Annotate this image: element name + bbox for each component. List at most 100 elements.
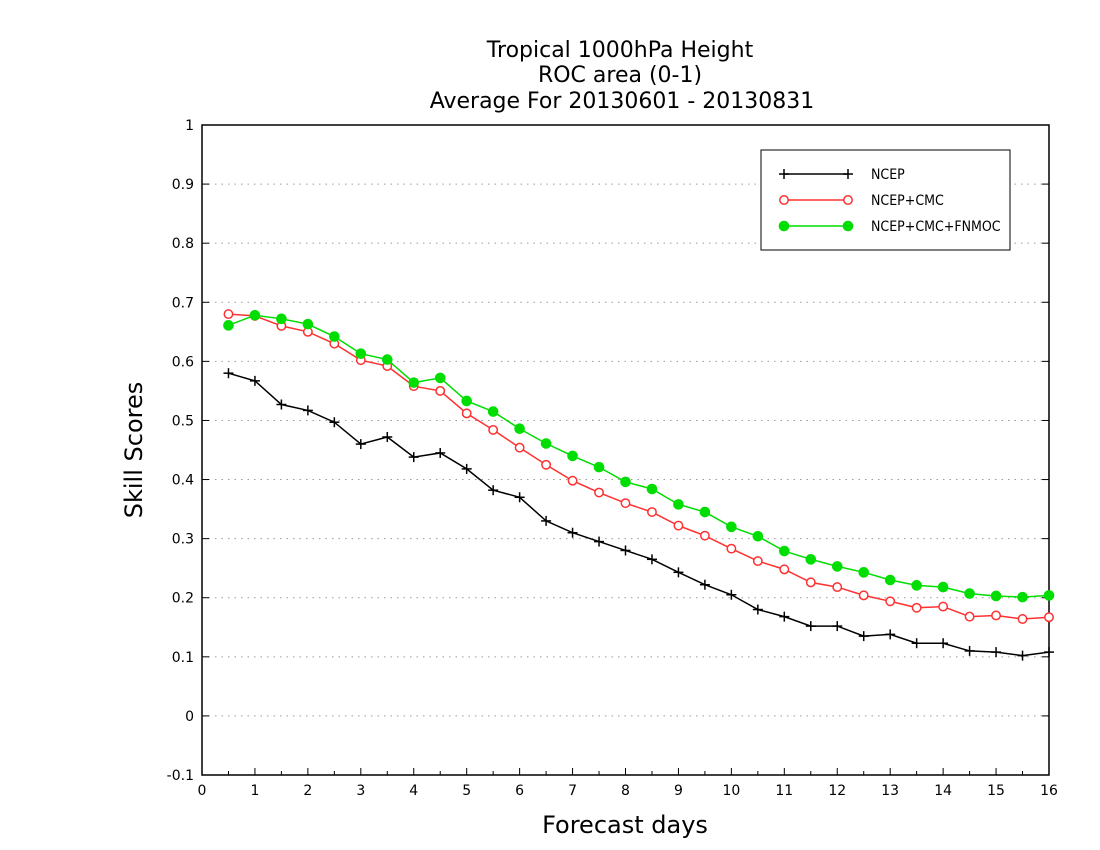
- x-tick-label: 0: [198, 783, 207, 799]
- x-tick-label: 1: [250, 783, 259, 799]
- data-point-ncep-cmc: [435, 385, 446, 396]
- x-tick-label: 7: [568, 783, 577, 799]
- data-point-ncep-cmc-fnmoc: [567, 450, 578, 462]
- series-line-ncep: [228, 372, 1050, 657]
- y-tick-label: 0.7: [172, 295, 194, 311]
- data-point-ncep: [964, 645, 975, 656]
- data-point-ncep: [938, 638, 949, 649]
- chart-title-line-3: Average For 20130601 - 20130831: [430, 89, 815, 114]
- y-tick-label: 0.4: [172, 473, 194, 489]
- data-point-ncep-cmc-fnmoc: [779, 545, 790, 557]
- data-point-ncep-cmc: [514, 442, 525, 453]
- data-point-ncep-cmc-fnmoc: [408, 377, 420, 388]
- data-point-ncep: [249, 375, 260, 386]
- data-point-ncep-cmc-fnmoc: [514, 423, 525, 435]
- data-point-ncep: [858, 631, 869, 642]
- data-point-ncep-cmc: [726, 543, 737, 554]
- data-point-ncep: [646, 554, 657, 565]
- data-point-ncep: [223, 368, 234, 379]
- data-point-ncep-cmc-fnmoc: [805, 554, 817, 565]
- data-point-ncep-cmc-fnmoc: [1017, 591, 1028, 603]
- data-point-ncep-cmc: [541, 459, 552, 470]
- tick-layer: -0.100.10.20.30.40.50.60.70.80.910 1 2 3 4 5 6…: [167, 118, 1058, 799]
- y-tick-label: 0.8: [172, 236, 194, 252]
- data-point-ncep-cmc: [699, 530, 710, 541]
- data-point-ncep-cmc: [805, 577, 816, 588]
- data-point-ncep-cmc: [647, 507, 657, 517]
- data-point-ncep-cmc-fnmoc: [329, 331, 340, 342]
- data-point-ncep: [408, 452, 419, 463]
- data-point-ncep-cmc-fnmoc: [302, 318, 314, 330]
- data-point-ncep: [779, 611, 790, 622]
- data-point-ncep: [302, 405, 313, 416]
- data-point-ncep-cmc: [832, 582, 843, 593]
- data-point-ncep-cmc: [567, 475, 578, 486]
- data-point-ncep: [726, 589, 737, 600]
- y-tick-label: 1: [185, 118, 194, 134]
- data-point-ncep: [461, 463, 472, 474]
- data-point-ncep: [1044, 647, 1054, 658]
- data-point-ncep: [514, 492, 525, 503]
- series-ncep-cmc-fnmoc: [223, 309, 1055, 603]
- data-point-ncep-cmc: [461, 408, 472, 419]
- legend-items: NCEP NCEP+CMC NCEP+CMC+FNMOC: [778, 167, 1001, 235]
- x-tick-label: 15: [987, 783, 1005, 799]
- series-line-ncep-cmc: [228, 313, 1050, 620]
- legend-item-ncep-cmc: NCEP+CMC: [779, 193, 944, 209]
- data-point-ncep: [329, 417, 340, 428]
- data-point-ncep: [752, 604, 763, 615]
- y-tick-label: 0: [185, 709, 194, 725]
- legend-label: NCEP+CMC: [871, 193, 944, 209]
- data-point-ncep-cmc-fnmoc: [699, 506, 711, 518]
- data-point-ncep: [594, 536, 605, 547]
- legend-marker: [843, 195, 853, 205]
- data-point-ncep: [541, 515, 552, 526]
- data-point-ncep-cmc: [779, 564, 790, 575]
- x-axis-title: Forecast days: [542, 811, 708, 839]
- data-point-ncep: [911, 638, 922, 649]
- x-tick-label: 2: [303, 783, 312, 799]
- data-point-ncep-cmc-fnmoc: [937, 581, 949, 593]
- chart-title-line-1: Tropical 1000hPa Height: [486, 38, 754, 63]
- x-tick-label: 9: [674, 783, 683, 799]
- data-point-ncep: [673, 567, 684, 578]
- x-tick-label: 4: [409, 783, 418, 799]
- y-tick-label: 0.3: [172, 532, 194, 548]
- data-point-ncep-cmc: [1017, 614, 1028, 624]
- grid-layer: [202, 183, 1049, 717]
- data-point-ncep-cmc-fnmoc: [646, 483, 658, 495]
- data-point-ncep-cmc-fnmoc: [461, 395, 472, 407]
- legend: NCEP NCEP+CMC NCEP+CMC+FNMOC: [760, 149, 1011, 251]
- data-point-ncep: [832, 621, 843, 632]
- data-point-ncep-cmc-fnmoc: [911, 580, 922, 591]
- y-tick-label: 0.5: [172, 413, 194, 429]
- data-point-ncep-cmc-fnmoc: [620, 476, 631, 488]
- series-layer: [223, 309, 1055, 661]
- data-point-ncep-cmc-fnmoc: [593, 461, 605, 473]
- legend-marker: [778, 220, 790, 232]
- data-point-ncep-cmc: [752, 556, 763, 567]
- data-point-ncep-cmc-fnmoc: [276, 313, 287, 325]
- data-point-ncep-cmc-fnmoc: [355, 348, 367, 359]
- y-axis-title: Skill Scores: [120, 382, 148, 519]
- legend-label: NCEP: [871, 167, 905, 183]
- data-point-ncep-cmc-fnmoc: [752, 530, 764, 542]
- data-point-ncep: [885, 629, 896, 640]
- y-tick-label: 0.6: [172, 354, 194, 370]
- data-point-ncep-cmc-fnmoc: [249, 309, 261, 321]
- y-tick-label: 0.1: [172, 650, 194, 666]
- data-point-ncep: [276, 399, 287, 410]
- data-point-ncep-cmc: [964, 611, 975, 622]
- data-point-ncep-cmc: [938, 601, 949, 612]
- data-point-ncep-cmc-fnmoc: [673, 499, 684, 510]
- x-tick-label: 12: [828, 783, 846, 799]
- legend-marker: [842, 220, 854, 232]
- y-tick-label: 0.9: [172, 177, 194, 193]
- data-point-ncep: [1017, 650, 1028, 661]
- data-point-ncep-cmc-fnmoc: [964, 588, 975, 599]
- legend-item-ncep: NCEP: [779, 167, 905, 183]
- data-point-ncep-cmc-fnmoc: [434, 372, 446, 384]
- data-point-ncep-cmc: [911, 602, 922, 613]
- legend-marker: [779, 195, 789, 205]
- data-point-ncep-cmc-fnmoc: [831, 561, 843, 572]
